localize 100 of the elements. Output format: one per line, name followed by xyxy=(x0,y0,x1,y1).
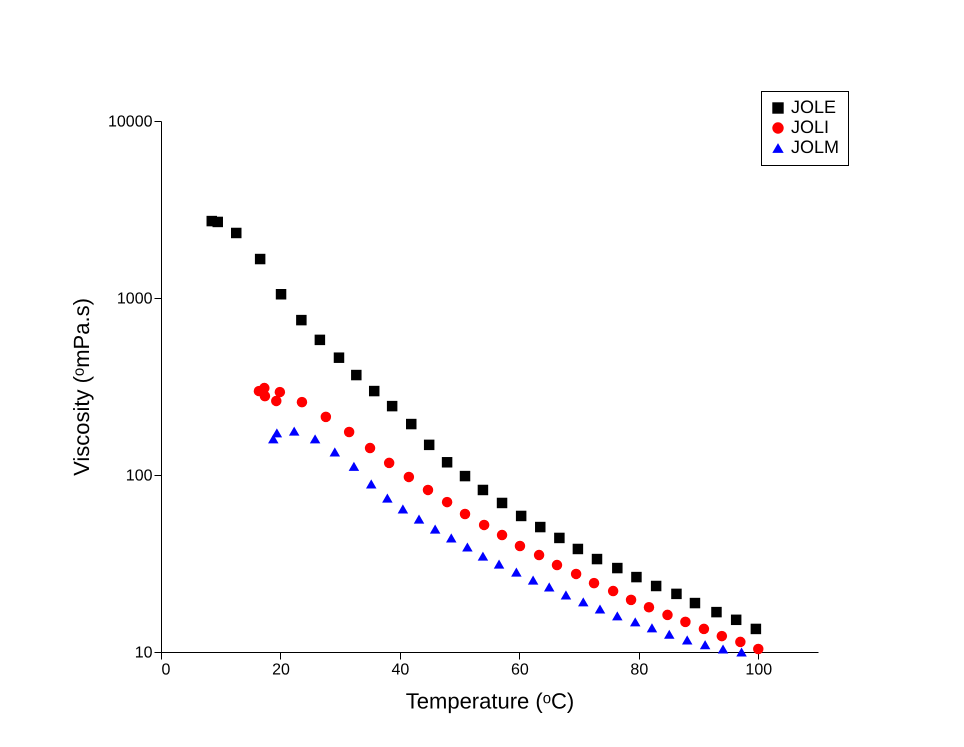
y-axis-title: Viscosity (ᵒmPa.s) xyxy=(69,298,94,476)
point xyxy=(404,472,414,482)
point xyxy=(570,568,582,580)
point xyxy=(296,396,308,408)
x-axis-title: Temperature (ᵒC) xyxy=(406,688,574,714)
point xyxy=(310,434,320,444)
point xyxy=(344,426,354,438)
point xyxy=(442,457,452,468)
point xyxy=(514,540,526,552)
point xyxy=(231,228,242,238)
point xyxy=(735,636,746,648)
point xyxy=(334,352,344,363)
point xyxy=(422,484,434,496)
point xyxy=(314,334,326,346)
point xyxy=(630,617,640,626)
legend-label: JOLE xyxy=(791,97,836,117)
y-tick-label: 100 xyxy=(126,468,153,484)
point xyxy=(608,586,618,596)
point xyxy=(382,494,393,503)
x-tick-label: 0 xyxy=(162,662,170,678)
point xyxy=(612,611,623,620)
point xyxy=(534,550,544,560)
point xyxy=(700,640,710,650)
point xyxy=(682,635,692,644)
point xyxy=(496,530,508,540)
point xyxy=(554,532,565,544)
point xyxy=(718,644,728,654)
y-tick-label: 10 xyxy=(134,644,153,662)
point xyxy=(552,560,562,570)
legend-label: JOLI xyxy=(791,117,830,137)
point xyxy=(664,630,675,639)
point xyxy=(368,386,380,396)
point xyxy=(478,484,488,496)
point xyxy=(478,520,490,530)
point xyxy=(646,623,658,632)
point xyxy=(690,598,700,608)
point xyxy=(711,606,722,618)
point xyxy=(528,576,538,585)
point xyxy=(588,578,600,588)
point xyxy=(753,644,764,654)
point xyxy=(348,462,360,471)
x-tick-label: 40 xyxy=(392,662,410,678)
point xyxy=(494,560,504,569)
point xyxy=(446,533,457,542)
point xyxy=(386,400,398,412)
point xyxy=(254,254,266,264)
point xyxy=(716,630,728,642)
x-tick-label: 20 xyxy=(272,662,290,678)
point xyxy=(644,602,654,612)
point xyxy=(578,597,589,606)
x-tick-label: 100 xyxy=(745,662,772,678)
point xyxy=(631,572,642,582)
point xyxy=(271,396,282,406)
point xyxy=(478,552,488,561)
point xyxy=(462,542,473,552)
point xyxy=(592,554,602,564)
point xyxy=(680,616,691,628)
point xyxy=(398,504,408,514)
point xyxy=(736,647,747,657)
point xyxy=(430,524,440,534)
point xyxy=(662,610,673,620)
point xyxy=(364,442,376,454)
point xyxy=(750,624,762,634)
point xyxy=(272,428,282,438)
point xyxy=(276,289,286,300)
point xyxy=(414,514,424,524)
point xyxy=(288,426,300,436)
y-tick-label: 1000 xyxy=(116,290,153,308)
y-tick-label: 10000 xyxy=(108,114,153,130)
point xyxy=(594,604,606,614)
point xyxy=(535,522,546,532)
point xyxy=(511,567,522,577)
x-tick-label: 60 xyxy=(510,662,529,678)
point xyxy=(212,216,223,228)
x-tick-label: 80 xyxy=(630,662,648,678)
point xyxy=(671,588,682,600)
point xyxy=(650,580,662,592)
point xyxy=(330,447,340,456)
point xyxy=(544,582,554,592)
point xyxy=(351,370,362,380)
point xyxy=(626,594,636,606)
point xyxy=(260,390,270,402)
point xyxy=(698,624,710,634)
point xyxy=(274,386,286,398)
point xyxy=(460,508,470,520)
point xyxy=(560,590,572,600)
point xyxy=(384,458,394,468)
point xyxy=(612,562,623,574)
point xyxy=(424,440,434,450)
point xyxy=(460,470,470,482)
point xyxy=(296,314,307,326)
legend-label: JOLM xyxy=(791,137,840,157)
point xyxy=(730,614,742,626)
point xyxy=(496,498,508,508)
point xyxy=(406,418,416,430)
point xyxy=(572,544,584,554)
point xyxy=(366,479,376,488)
point xyxy=(516,510,526,522)
point xyxy=(320,412,332,422)
point xyxy=(442,496,452,508)
